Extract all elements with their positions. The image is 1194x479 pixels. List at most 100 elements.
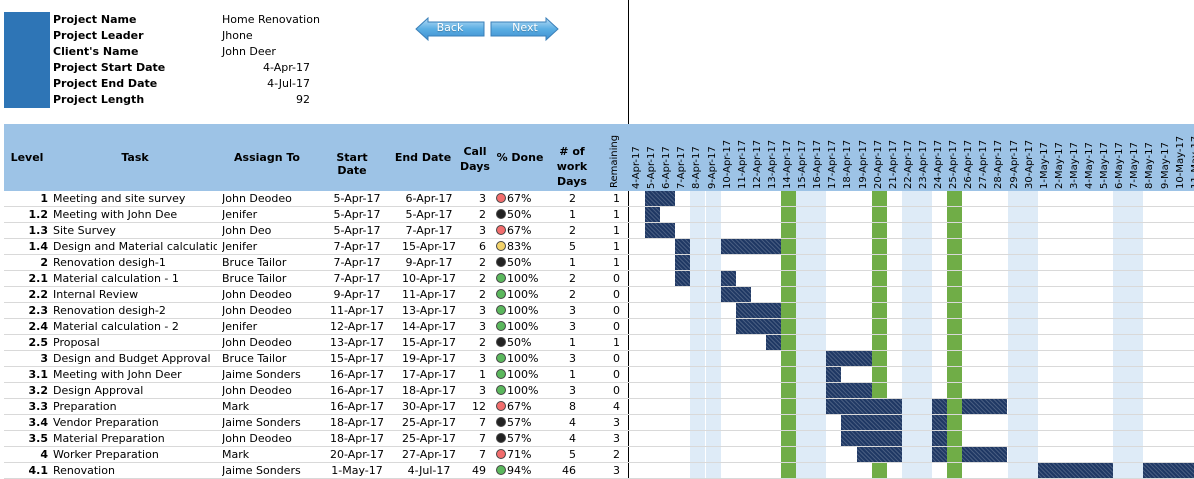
gantt-bar [1143, 463, 1194, 479]
start-date-cell: 16-Apr-17 [329, 384, 385, 397]
assignee-cell: Bruce Tailor [222, 256, 287, 269]
level-cell: 2.3 [28, 304, 49, 317]
row-separator [4, 366, 1194, 367]
table-row[interactable]: 2.5 Proposal John Deodeo 13-Apr-17 15-Apr-17… [4, 335, 626, 351]
table-row[interactable]: 3.2 Design Approval John Deodeo 16-Apr-17 18… [4, 383, 626, 399]
timeline-date-label: 1-May-17 [1038, 142, 1050, 189]
gantt-bar [735, 319, 781, 335]
weekend-column [1007, 191, 1023, 479]
end-date-cell: 7-Apr-17 [405, 224, 453, 237]
table-row[interactable]: 2 Renovation desigh-1 Bruce Tailor 7-Apr-17… [4, 255, 626, 271]
timeline-date-label: 13-Apr-17 [766, 139, 778, 189]
assignee-cell: Jaime Sonders [222, 368, 301, 381]
work-days-cell: 3 [569, 384, 576, 397]
end-date-cell: 14-Apr-17 [401, 320, 457, 333]
call-days-cell: 3 [479, 224, 486, 237]
call-days-cell: 2 [479, 256, 486, 269]
table-row[interactable]: 2.4 Material calculation - 2 Jenifer 12-Apr… [4, 319, 626, 335]
call-days-cell: 6 [479, 240, 486, 253]
assignee-cell: Jenifer [222, 240, 258, 253]
end-date-cell: 17-Apr-17 [401, 368, 457, 381]
remaining-cell: 0 [613, 304, 620, 317]
row-separator [4, 414, 1194, 415]
task-cell: Meeting with John Deer [53, 368, 182, 381]
project-logo-block [4, 12, 50, 108]
timeline-date-label: 11-May-17 [1189, 135, 1194, 189]
pct-done-cell: 71% [496, 447, 548, 463]
end-date-cell: 10-Apr-17 [401, 272, 457, 285]
level-cell: 3.3 [28, 400, 49, 413]
task-cell: Design Approval [53, 384, 144, 397]
end-date-cell: 9-Apr-17 [405, 256, 453, 269]
status-red-icon [496, 193, 506, 203]
table-row[interactable]: 1.2 Meeting with John Dee Jenifer 5-Apr-17 5… [4, 207, 626, 223]
gantt-bar [932, 415, 948, 431]
assignee-cell: Mark [222, 448, 250, 461]
project-field-label: Project Length [53, 93, 145, 106]
milestone-column [781, 191, 797, 479]
work-days-cell: 3 [569, 304, 576, 317]
table-row[interactable]: 3.1 Meeting with John Deer Jaime Sonders 16… [4, 367, 626, 383]
start-date-cell: 15-Apr-17 [329, 352, 385, 365]
gantt-bar [645, 207, 661, 223]
work-days-cell: 46 [562, 464, 576, 477]
call-days-cell: 3 [479, 304, 486, 317]
level-cell: 3.1 [28, 368, 49, 381]
status-black-icon [496, 209, 506, 219]
work-days-cell: 2 [569, 192, 576, 205]
table-row[interactable]: 2.2 Internal Review John Deodeo 9-Apr-17 11-… [4, 287, 626, 303]
table-row[interactable]: 4.1 Renovation Jaime Sonders 1-May-17 4-Jul-… [4, 463, 626, 479]
gantt-bar [932, 431, 948, 447]
assignee-cell: John Deodeo [222, 384, 292, 397]
start-date-cell: 20-Apr-17 [329, 448, 385, 461]
assignee-cell: John Deodeo [222, 336, 292, 349]
timeline-date-label: 8-Apr-17 [691, 146, 703, 189]
task-cell: Design and Budget Approval [53, 352, 211, 365]
table-row[interactable]: 1.3 Site Survey John Deo 5-Apr-17 7-Apr-17 3 6… [4, 223, 626, 239]
start-date-cell: 5-Apr-17 [333, 224, 381, 237]
task-cell: Site Survey [53, 224, 116, 237]
call-days-cell: 3 [479, 384, 486, 397]
assignee-cell: Jenifer [222, 320, 258, 333]
status-green-icon [496, 273, 506, 283]
back-arrow-icon [415, 16, 485, 42]
remaining-cell: 4 [613, 400, 620, 413]
gantt-bar [856, 447, 902, 463]
gantt-bar [841, 431, 902, 447]
row-separator [4, 430, 1194, 431]
back-button[interactable]: Back [414, 16, 486, 42]
gantt-bar [826, 367, 842, 383]
status-green-icon [496, 369, 506, 379]
table-row[interactable]: 2.3 Renovation desigh-2 John Deodeo 11-Apr-… [4, 303, 626, 319]
remaining-cell: 1 [613, 240, 620, 253]
level-cell: 3 [40, 352, 48, 365]
next-button[interactable]: Next [490, 16, 560, 42]
table-row[interactable]: 1.4 Design and Material calculation Jenife… [4, 239, 626, 255]
table-row[interactable]: 4 Worker Preparation Mark 20-Apr-17 27-Apr-1… [4, 447, 626, 463]
start-date-cell: 16-Apr-17 [329, 368, 385, 381]
pct-done-cell: 50% [496, 335, 548, 351]
pct-done-value: 100% [507, 320, 539, 333]
table-row[interactable]: 3.4 Vendor Preparation Jaime Sonders 18-Apr… [4, 415, 626, 431]
task-cell: Renovation [53, 464, 115, 477]
table-row[interactable]: 2.1 Material calculation - 1 Bruce Tailor 7… [4, 271, 626, 287]
level-cell: 1.2 [28, 208, 49, 221]
timeline-date-label: 5-Apr-17 [646, 146, 658, 189]
weekend-column [690, 191, 706, 479]
pct-done-cell: 57% [496, 431, 548, 447]
end-date-cell: 5-Apr-17 [405, 208, 453, 221]
weekend-column [901, 191, 917, 479]
row-separator [4, 238, 1194, 239]
row-separator [4, 382, 1194, 383]
row-separator [4, 302, 1194, 303]
table-row[interactable]: 3.3 Preparation Mark 16-Apr-17 30-Apr-17 12 67… [4, 399, 626, 415]
timeline-date-label: 25-Apr-17 [948, 139, 960, 189]
level-cell: 3.2 [28, 384, 49, 397]
remaining-cell: 0 [613, 352, 620, 365]
assignee-cell: Bruce Tailor [222, 272, 287, 285]
table-row[interactable]: 3.5 Material Preparation John Deodeo 18-Apr… [4, 431, 626, 447]
table-row[interactable]: 1 Meeting and site survey John Deodeo 5-Apr… [4, 191, 626, 207]
remaining-cell: 0 [613, 272, 620, 285]
table-row[interactable]: 3 Design and Budget Approval Bruce Tailor 1… [4, 351, 626, 367]
pct-done-value: 100% [507, 304, 539, 317]
